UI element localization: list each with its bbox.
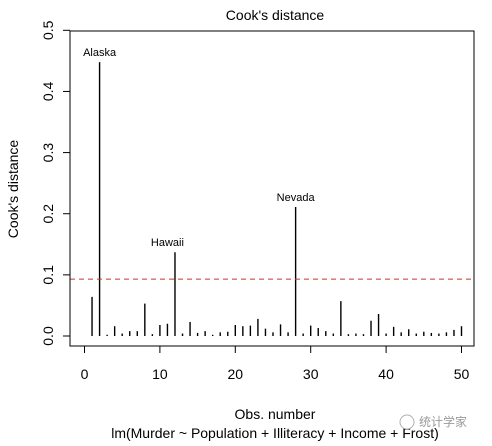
plot-marks: Alaska Hawaii Nevada: [70, 47, 474, 336]
annotation-alaska-label: Alaska: [83, 47, 117, 59]
chart-subtitle: lm(Murder ~ Population + Illiteracy + In…: [111, 425, 439, 441]
x-tick-label: 40: [378, 366, 394, 382]
x-axis: 0 10 20 30 40 50: [81, 346, 470, 382]
x-tick-label: 0: [81, 366, 89, 382]
y-tick-label: 0.4: [40, 81, 56, 101]
annotation-hawaii-label: Hawaii: [151, 237, 184, 249]
x-tick-label: 30: [303, 366, 319, 382]
plot-frame: [69, 30, 475, 347]
annotation-nevada-label: Nevada: [277, 192, 316, 204]
y-tick-label: 0.3: [40, 143, 56, 163]
y-axis-label: Cook's distance: [5, 140, 21, 239]
x-tick-label: 20: [228, 366, 244, 382]
y-tick-label: 0.1: [40, 265, 56, 285]
watermark: 统计学家: [399, 414, 467, 430]
x-tick-label: 10: [152, 366, 168, 382]
y-tick-label: 0.2: [40, 204, 56, 224]
watermark-logo-icon: [399, 414, 415, 430]
y-tick-label: 0.5: [40, 20, 56, 40]
x-tick-label: 50: [454, 366, 470, 382]
y-axis: 0.0 0.1 0.2 0.3 0.4 0.5: [40, 20, 70, 346]
chart-title: Cook's distance: [226, 7, 325, 23]
watermark-text: 统计学家: [419, 414, 467, 429]
y-tick-label: 0.0: [40, 326, 56, 346]
x-axis-label: Obs. number: [235, 406, 316, 422]
